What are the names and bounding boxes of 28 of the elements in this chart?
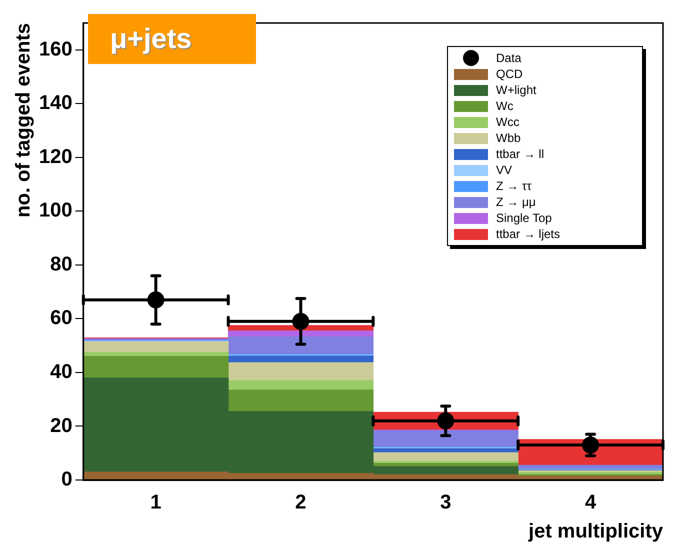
y-tick-label: 100 bbox=[38, 200, 72, 222]
y-tick-label: 80 bbox=[50, 253, 72, 276]
legend-label: Z → μμ bbox=[496, 195, 536, 209]
legend-label: VV bbox=[496, 163, 512, 177]
x-tick-label: 4 bbox=[584, 492, 597, 514]
legend-label: Wcc bbox=[496, 115, 520, 129]
x-tick-label: 3 bbox=[440, 492, 452, 514]
legend-label: W+light bbox=[496, 83, 536, 97]
y-tick-label: 120 bbox=[38, 146, 72, 168]
y-tick-label: 20 bbox=[50, 414, 72, 437]
legend-label: Wbb bbox=[496, 131, 521, 145]
legend-label: QCD bbox=[496, 67, 523, 81]
y-tick-label: 40 bbox=[50, 360, 72, 383]
legend-label: Wc bbox=[496, 99, 514, 113]
legend-label: ttbar → ljets bbox=[496, 227, 560, 241]
legend-label: Z → ττ bbox=[496, 179, 532, 193]
y-tick-label: 60 bbox=[50, 307, 72, 330]
x-tick-label: 1 bbox=[150, 492, 162, 514]
y-axis-title: no. of tagged events bbox=[12, 23, 35, 218]
legend-label: Data bbox=[496, 51, 522, 65]
y-tick-label: 0 bbox=[61, 468, 72, 491]
y-tick-label: 140 bbox=[38, 92, 72, 114]
y-tick-label: 160 bbox=[38, 38, 72, 60]
x-axis-title: jet multiplicity bbox=[528, 520, 664, 543]
chart-title: μ+jets bbox=[88, 14, 256, 64]
x-tick-label: 2 bbox=[295, 492, 306, 514]
legend-label: Single Top bbox=[496, 211, 552, 225]
legend-label: ttbar → ll bbox=[496, 147, 544, 161]
